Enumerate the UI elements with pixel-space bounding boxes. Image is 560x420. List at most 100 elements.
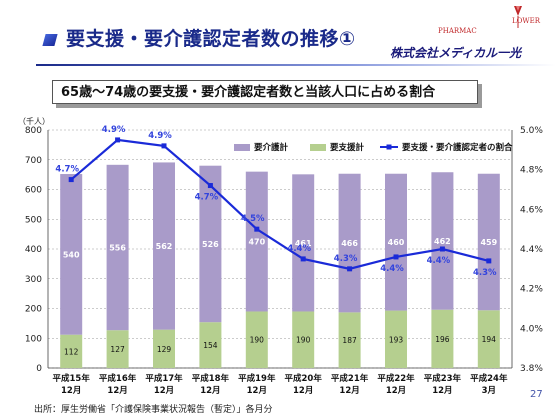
x-tick-label: 平成23年 (424, 373, 462, 384)
page-number: 27 (530, 389, 543, 400)
ratio-data-label: 4.3% (473, 268, 497, 278)
y-left-tick-label: 400 (25, 245, 42, 255)
bar-youshien (60, 334, 83, 368)
legend: 要介護計 要支援計 要支援・要介護認定者の割合 (234, 142, 513, 153)
bar-youkaigo (385, 173, 407, 311)
x-tick-label: 12月 (107, 386, 127, 396)
ratio-data-label: 4.4% (380, 264, 404, 274)
bar-youshien (106, 330, 129, 368)
y-right-tick-label: 5.0% (520, 126, 543, 136)
data-label-youkaigo: 462 (434, 237, 451, 246)
legend-label-youshien: 要支援計 (330, 142, 365, 153)
y-left-tick-label: 100 (25, 334, 42, 344)
data-label-youshien: 190 (250, 336, 265, 345)
x-tick-label: 平成16年 (99, 373, 137, 384)
ratio-data-label: 4.4% (427, 256, 451, 266)
x-tick-label: 平成21年 (331, 373, 369, 384)
logo-text-right: LOWER (512, 17, 540, 25)
data-label-youkaigo: 556 (109, 244, 126, 253)
ratio-data-label: 4.4% (287, 244, 311, 254)
bar-youshien (477, 310, 500, 368)
x-tick-label: 12月 (200, 386, 220, 396)
bar-youshien (153, 329, 175, 368)
y-left-tick-label: 200 (25, 305, 42, 315)
y-right-tick-label: 4.6% (520, 205, 543, 215)
logo-text-left: PHARMAC (438, 27, 477, 35)
x-tick-label: 12月 (61, 386, 81, 396)
y-left-tick-label: 700 (25, 156, 42, 166)
ratio-point (347, 266, 353, 272)
chart-subtitle: 65歳～74歳の要支援・要介護認定者数と当該人口に占める割合 (52, 80, 478, 104)
x-tick-label: 12月 (386, 386, 406, 396)
bar-youshien (199, 322, 222, 368)
x-tick-label: 平成15年 (53, 373, 91, 384)
bar-youshien (245, 311, 268, 368)
bar-youkaigo (60, 174, 83, 335)
data-label-youshien: 127 (110, 345, 125, 354)
data-label-youkaigo: 459 (480, 238, 497, 247)
bar-youkaigo (338, 173, 361, 313)
x-tick-label: 12月 (432, 386, 452, 396)
ratio-point (393, 254, 399, 260)
data-label-youshien: 196 (435, 335, 450, 344)
x-tick-label: 平成22年 (377, 373, 415, 384)
x-tick-label: 3月 (482, 386, 496, 396)
x-tick-label: 12月 (154, 386, 174, 396)
ratio-point (300, 256, 306, 262)
page-title: 要支援・要介護認定者数の推移① (66, 28, 356, 50)
bar-youkaigo (199, 165, 222, 323)
y-left-tick-label: 300 (25, 275, 42, 285)
company-logo-icon (514, 6, 522, 28)
title-underline (36, 64, 556, 66)
x-tick-label: 平成20年 (285, 373, 323, 384)
x-tick-label: 平成18年 (192, 373, 230, 384)
y-left-tick-label: 600 (25, 186, 42, 196)
legend-swatch-youkaigo (234, 144, 250, 151)
data-label-youshien: 187 (342, 336, 357, 345)
x-tick-label: 12月 (293, 386, 313, 396)
ratio-data-label: 4.5% (241, 214, 265, 224)
bar-youshien (431, 309, 454, 368)
legend-label-youkaigo: 要介護計 (254, 142, 289, 153)
ratio-data-label: 4.7% (195, 193, 219, 203)
ratio-point (161, 143, 167, 149)
data-label-youkaigo: 562 (156, 242, 173, 251)
bar-youkaigo (106, 164, 129, 331)
y-right-tick-label: 4.0% (520, 324, 543, 334)
ratio-point (115, 137, 121, 143)
x-tick-label: 平成17年 (145, 373, 183, 384)
data-label-youkaigo: 461 (295, 239, 312, 248)
bar-youkaigo (292, 174, 315, 312)
data-label-youshien: 193 (389, 335, 404, 344)
y-left-tick-label: 800 (25, 126, 42, 136)
bar-series: 112 540 127 556 129 562 154 526 190 470 190 461 187 4… (60, 162, 500, 368)
data-label-youkaigo: 466 (341, 239, 358, 248)
x-tick-label: 平成19年 (238, 373, 276, 384)
ratio-point (68, 177, 74, 183)
y-left-tick-label: 500 (25, 215, 42, 225)
y-right-tick-label: 4.8% (520, 166, 543, 176)
data-label-youkaigo: 470 (248, 238, 265, 247)
ratio-point (486, 258, 492, 264)
y-right-tick-label: 3.8% (520, 364, 543, 374)
data-label-youkaigo: 460 (388, 238, 405, 247)
y-left-tick-label: 0 (36, 364, 42, 374)
y-right-tick-label: 4.2% (520, 285, 543, 295)
ratio-point (439, 246, 445, 252)
bar-youkaigo (477, 173, 500, 311)
axes: 0 100 200 300 400 500 600 700 800（千人） 3.8% 4.0% 4.2… (18, 116, 543, 396)
data-label-youkaigo: 526 (202, 240, 219, 249)
bar-youshien (385, 310, 407, 368)
x-tick-label: 12月 (339, 386, 359, 396)
source-footnote: 出所：厚生労働省「介護保険事業状況報告（暫定）」各月分 (34, 405, 273, 415)
x-tick-label: 平成24年 (470, 373, 508, 384)
y-left-unit-label: （千人） (18, 116, 50, 126)
ratio-line (70, 138, 490, 270)
y-right-tick-label: 4.4% (520, 245, 543, 255)
ratio-line-series: 4.7% 4.9% 4.9% 4.7% 4.5% 4.4% 4.3% 4.4% 4.4% 4.3% (55, 125, 497, 278)
ratio-data-label: 4.3% (334, 254, 358, 264)
ratio-data-label: 4.9% (148, 131, 172, 141)
data-label-youshien: 129 (157, 345, 172, 354)
company-name: 株式会社メディカル一光 (390, 46, 522, 60)
